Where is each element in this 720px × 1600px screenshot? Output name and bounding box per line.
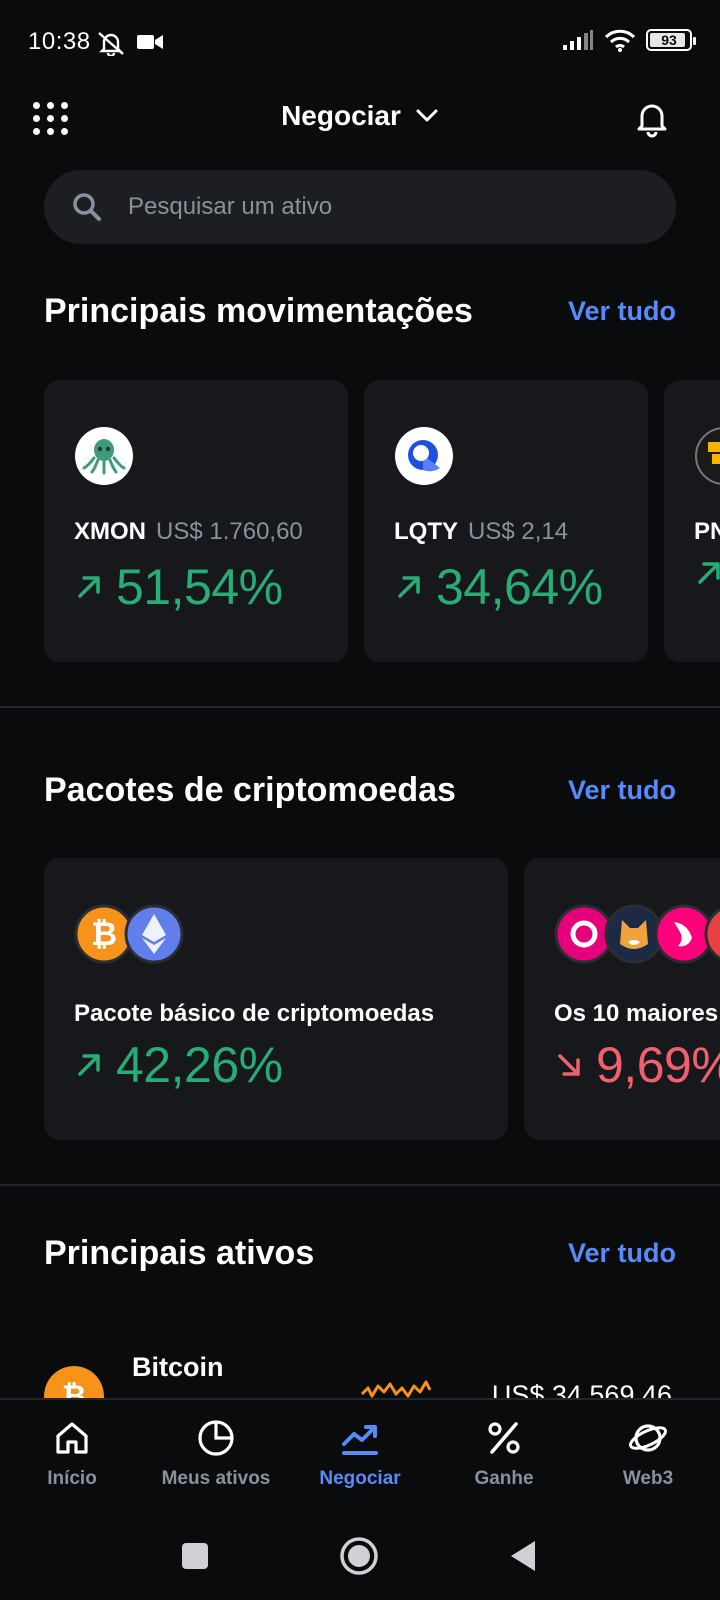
uniswap-logo-icon bbox=[654, 904, 714, 964]
battery-icon: 93 bbox=[646, 29, 696, 51]
arrow-down-right-icon bbox=[558, 1054, 580, 1076]
status-time: 10:38 bbox=[28, 28, 91, 55]
bottom-nav: Início Meus ativos Negociar Ganhe Web3 bbox=[0, 1398, 720, 1512]
nav-label: Negociar bbox=[319, 1468, 401, 1489]
arrow-up-right-icon bbox=[78, 576, 100, 598]
top-movers-title: Principais movimentações bbox=[44, 292, 473, 330]
mover-change bbox=[694, 558, 720, 588]
top-assets-see-all[interactable]: Ver tudo bbox=[567, 1238, 676, 1268]
bundles-see-all[interactable]: Ver tudo bbox=[567, 775, 676, 805]
mover-card[interactable]: LQTY US$ 2,14 34,64% bbox=[364, 380, 648, 662]
status-left-icons bbox=[96, 30, 164, 56]
mover-price-line: XMON US$ 1.760,60 bbox=[74, 518, 303, 546]
home-button[interactable] bbox=[339, 1536, 379, 1576]
search-bar[interactable] bbox=[44, 170, 676, 244]
mover-card[interactable]: PN bbox=[664, 380, 720, 662]
mover-price-line: LQTY US$ 2,14 bbox=[394, 518, 568, 546]
section-divider bbox=[0, 1184, 720, 1186]
search-input[interactable] bbox=[128, 193, 608, 221]
bundle-change: 42,26% bbox=[74, 1036, 283, 1094]
bundle-name: Os 10 maiores bbox=[554, 1000, 719, 1027]
bell-icon bbox=[637, 104, 667, 138]
lqty-logo-icon bbox=[395, 427, 453, 485]
asset-price: US$ 34.569,46 bbox=[491, 1380, 672, 1398]
asset-name: Bitcoin bbox=[132, 1352, 224, 1382]
nav-item-web3[interactable]: Web3 bbox=[576, 1400, 720, 1512]
page-title: Negociar bbox=[281, 100, 401, 131]
bundle-card[interactable]: ₿ Pacote básico de criptomoedas 42,26% bbox=[44, 858, 508, 1140]
mover-change: 51,54% bbox=[74, 558, 283, 616]
mover-change-value: 51,54% bbox=[116, 559, 283, 615]
percent-icon bbox=[488, 1422, 520, 1454]
recents-button[interactable] bbox=[181, 1542, 209, 1570]
arrow-up-right-icon bbox=[398, 576, 420, 598]
asset-row[interactable]: ₿ Bitcoin US$ 34.569,46 bbox=[0, 1330, 720, 1398]
nav-item-meus-ativos[interactable]: Meus ativos bbox=[144, 1400, 288, 1512]
nav-label: Ganhe bbox=[474, 1468, 534, 1489]
bundles-title: Pacotes de criptomoedas bbox=[44, 771, 456, 809]
notifications-button[interactable] bbox=[632, 98, 672, 138]
system-nav-bar bbox=[0, 1512, 720, 1600]
polkadot-logo-icon bbox=[554, 904, 614, 964]
top-assets-title: Principais ativos bbox=[44, 1234, 315, 1272]
wifi-icon bbox=[604, 29, 636, 52]
svg-text:₿: ₿ bbox=[62, 1380, 86, 1398]
ethereum-logo-icon bbox=[124, 904, 184, 964]
nav-label: Início bbox=[47, 1468, 97, 1489]
nav-item-ganhe[interactable]: Ganhe bbox=[432, 1400, 576, 1512]
nav-item-negociar[interactable]: Negociar bbox=[288, 1400, 432, 1512]
back-button[interactable] bbox=[509, 1539, 539, 1573]
mover-symbol: LQTY bbox=[394, 518, 458, 545]
notifications-off-icon bbox=[98, 32, 124, 56]
menu-grid-button[interactable] bbox=[30, 98, 70, 138]
signal-icon bbox=[563, 30, 593, 50]
svg-text:₿: ₿ bbox=[91, 916, 117, 952]
top-movers-see-all[interactable]: Ver tudo bbox=[567, 296, 676, 326]
mover-change: 34,64% bbox=[394, 558, 603, 616]
planet-icon bbox=[629, 1424, 667, 1452]
bundle-change-value: 42,26% bbox=[116, 1037, 283, 1093]
mover-price-line: PN bbox=[694, 518, 720, 546]
bitcoin-logo-icon: ₿ bbox=[74, 904, 134, 964]
arrow-up-right-icon bbox=[698, 562, 720, 584]
video-camera-icon bbox=[137, 35, 163, 49]
bundle-card[interactable]: Os 10 maiores 9,69% bbox=[524, 858, 720, 1140]
status-right: 93 bbox=[562, 28, 696, 52]
pie-chart-icon bbox=[198, 1420, 234, 1456]
search-icon bbox=[73, 193, 101, 221]
shiba-logo-icon bbox=[604, 904, 664, 964]
bundle-name: Pacote básico de criptomoedas bbox=[74, 1000, 435, 1027]
nav-label: Web3 bbox=[622, 1468, 674, 1489]
bundle-change: 9,69% bbox=[554, 1036, 720, 1094]
mover-card[interactable]: XMON US$ 1.760,60 51,54% bbox=[44, 380, 348, 662]
mover-symbol: XMON bbox=[74, 518, 146, 545]
home-icon bbox=[56, 1422, 88, 1454]
sparkline-icon bbox=[360, 1380, 432, 1398]
pn-logo-icon bbox=[695, 427, 720, 485]
arrow-up-right-icon bbox=[78, 1054, 100, 1076]
nav-label: Meus ativos bbox=[161, 1468, 271, 1489]
page-title-dropdown[interactable]: Negociar bbox=[240, 100, 480, 132]
bitcoin-logo-icon: ₿ bbox=[44, 1366, 104, 1398]
mover-symbol: PN bbox=[694, 518, 720, 545]
avalanche-logo-icon bbox=[704, 908, 720, 960]
mover-price: US$ 1.760,60 bbox=[156, 518, 303, 545]
bundle-change-value: 9,69% bbox=[596, 1037, 720, 1093]
battery-level: 93 bbox=[661, 32, 677, 48]
nav-item-inicio[interactable]: Início bbox=[0, 1400, 144, 1512]
xmon-logo-icon bbox=[75, 427, 133, 485]
mover-price: US$ 2,14 bbox=[468, 518, 569, 545]
mover-change-value: 34,64% bbox=[436, 559, 603, 615]
section-divider bbox=[0, 706, 720, 708]
trade-chart-icon bbox=[342, 1425, 378, 1455]
chevron-down-icon bbox=[416, 109, 438, 122]
